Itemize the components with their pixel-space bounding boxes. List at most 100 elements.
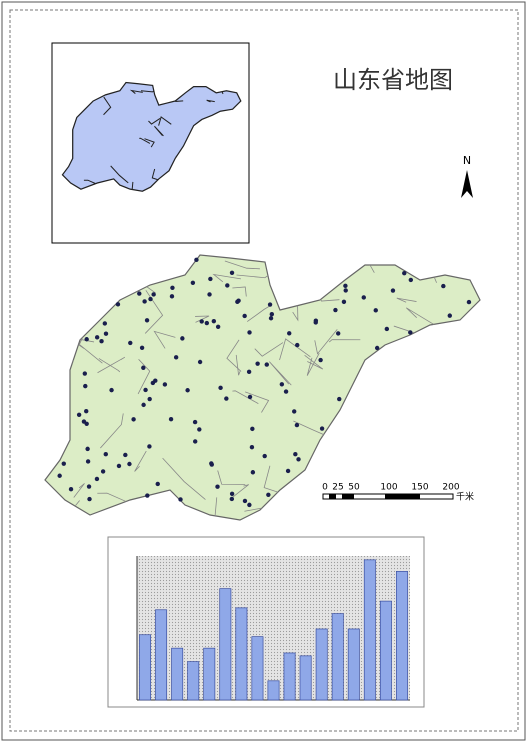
county-seat — [76, 412, 82, 417]
county-seat — [185, 388, 190, 393]
county-seat — [151, 292, 156, 297]
county-border — [396, 297, 417, 303]
bar — [203, 647, 216, 701]
county-seat — [150, 380, 156, 386]
county-seat — [319, 426, 325, 431]
county-seat — [218, 385, 223, 391]
county-seat — [162, 382, 168, 387]
county-seat — [57, 473, 62, 478]
county-seat — [137, 291, 142, 296]
county-border — [235, 354, 241, 376]
county-seat — [85, 446, 90, 452]
county-seat — [246, 369, 252, 375]
scale-unit: 千米 — [456, 491, 474, 503]
county-seat — [335, 331, 341, 336]
county-seat — [247, 502, 252, 508]
county-seat — [294, 422, 300, 428]
county-seat — [207, 292, 212, 297]
county-seat — [155, 481, 160, 487]
city-border — [129, 89, 143, 94]
county-seat — [215, 324, 221, 329]
county-seat — [361, 295, 366, 300]
county-seat — [103, 331, 109, 336]
county-border — [269, 361, 292, 386]
bar — [315, 628, 328, 701]
county-seat — [192, 439, 198, 444]
county-border — [304, 354, 324, 370]
county-seat — [145, 493, 150, 498]
county-seat — [197, 359, 203, 365]
city-border — [103, 96, 112, 116]
city-border — [154, 125, 164, 137]
county-seat — [337, 396, 342, 402]
county-seat — [373, 308, 378, 313]
county-seat — [250, 470, 256, 475]
bar — [251, 636, 264, 701]
bar — [396, 571, 408, 701]
county-border — [245, 391, 270, 413]
county-seat — [318, 357, 323, 363]
county-border — [100, 413, 124, 449]
county-seat — [197, 427, 202, 432]
county-seat — [447, 313, 452, 318]
county-seat — [99, 339, 104, 344]
county-border — [153, 330, 176, 349]
county-seat — [127, 461, 132, 467]
county-seat — [402, 270, 407, 276]
bar — [235, 607, 248, 701]
county-seat — [86, 484, 92, 489]
county-seat — [85, 459, 91, 464]
county-seat — [267, 302, 273, 307]
county-border — [314, 329, 338, 355]
county-seat — [204, 320, 210, 326]
county-seat — [247, 330, 252, 335]
county-border — [254, 342, 284, 357]
bar — [299, 655, 312, 701]
county-border — [232, 390, 259, 404]
county-seat — [374, 345, 380, 351]
county-border — [406, 307, 436, 326]
county-seat — [384, 326, 390, 332]
bar — [363, 559, 376, 701]
main-map — [44, 254, 481, 521]
bar — [139, 634, 152, 701]
county-seat — [194, 257, 199, 263]
county-seat — [102, 321, 108, 326]
county-seat — [390, 288, 396, 293]
county-seat — [82, 371, 88, 376]
county-border — [97, 356, 126, 374]
county-seat — [178, 497, 183, 502]
county-seat — [255, 361, 260, 366]
scale-label: 25 — [332, 483, 343, 493]
bar — [155, 609, 168, 701]
county-seat — [83, 383, 88, 389]
scale-label: 0 — [322, 483, 328, 493]
county-seat — [180, 336, 185, 341]
county-border — [137, 359, 151, 395]
county-seat — [333, 307, 338, 313]
county-seat — [295, 342, 300, 348]
county-seat — [229, 270, 235, 276]
county-border — [229, 484, 249, 500]
county-seat — [247, 394, 253, 400]
county-seat — [84, 409, 89, 414]
county-seat — [242, 313, 247, 319]
county-seat — [103, 452, 108, 457]
county-seat — [269, 312, 275, 317]
county-seat — [131, 417, 136, 422]
county-seat — [190, 280, 196, 285]
county-seat — [109, 387, 114, 393]
scale-label: 100 — [380, 483, 397, 493]
county-seat — [139, 345, 145, 350]
county-seat — [141, 365, 146, 370]
north-arrow — [461, 170, 473, 198]
county-seat — [123, 452, 128, 458]
county-seat — [128, 340, 133, 346]
county-border — [97, 492, 128, 503]
bar — [187, 661, 200, 701]
county-seat — [250, 426, 255, 432]
county-border — [134, 450, 147, 472]
county-seat — [235, 299, 240, 305]
county-seat — [283, 389, 289, 394]
